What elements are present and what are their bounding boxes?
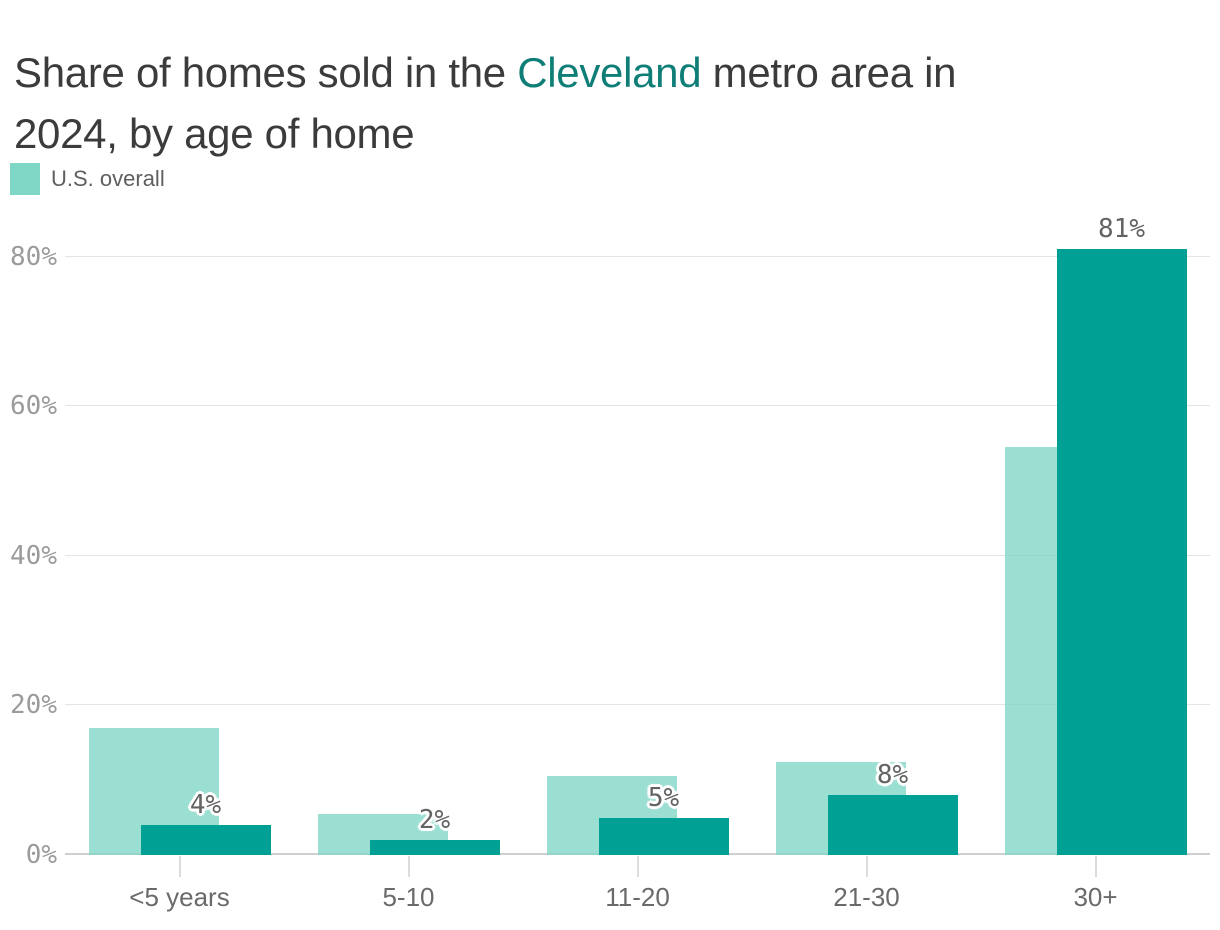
bar-cleveland (140, 825, 271, 855)
chart-title: Share of homes sold in the Cleveland met… (14, 42, 1204, 164)
x-category-label: 21-30 (833, 882, 900, 912)
x-category-label: 30+ (1073, 882, 1118, 912)
title-text-post: metro area in (701, 49, 957, 97)
legend: U.S. overall (10, 163, 165, 195)
y-tick-label-20: 20% (10, 690, 57, 721)
gridline-80 (65, 255, 1210, 257)
title-highlight-cleveland: Cleveland (517, 49, 702, 97)
y-tick-label-0: 0% (25, 840, 57, 870)
gridline-60 (65, 405, 1210, 407)
x-tick-mark (1094, 856, 1097, 877)
y-tick-label-40: 40% (10, 540, 57, 571)
gridline-40 (65, 554, 1210, 556)
gridline-20 (65, 704, 1210, 706)
legend-swatch-us-overall (10, 163, 40, 195)
y-tick-label-60: 60% (10, 391, 57, 422)
x-category-label: 11-20 (605, 882, 670, 912)
bar-cleveland (369, 840, 500, 855)
x-tick-mark (865, 856, 868, 877)
bar-cleveland (1056, 249, 1187, 855)
value-label-cleveland: 8% (876, 760, 909, 791)
x-category-label: 5-10 (382, 882, 435, 912)
title-line2: 2024, by age of home (14, 110, 415, 158)
legend-label: U.S. overall (51, 166, 165, 191)
value-label-cleveland: 81% (1098, 214, 1145, 245)
title-text-pre: Share of homes sold in the (14, 49, 518, 97)
value-label-cleveland: 5% (647, 782, 680, 813)
bar-cleveland (598, 817, 729, 855)
x-tick-mark (636, 856, 639, 877)
x-tick-mark (178, 856, 181, 877)
x-tick-mark (407, 856, 410, 877)
bar-chart-plot-area: 4% 2% 5% 8% 81% (65, 214, 1210, 855)
value-label-cleveland: 4% (189, 790, 222, 821)
x-category-label: <5 years (129, 882, 230, 912)
value-label-cleveland: 2% (418, 805, 451, 836)
y-tick-label-80: 80% (10, 241, 57, 272)
bar-cleveland (827, 795, 958, 855)
